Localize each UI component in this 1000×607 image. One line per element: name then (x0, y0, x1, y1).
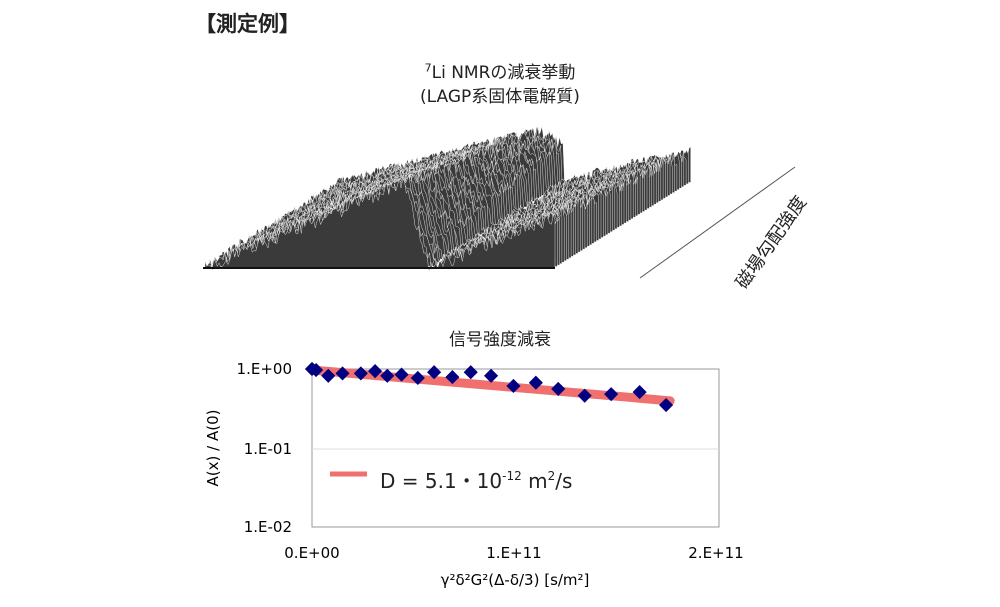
data-point (659, 397, 674, 413)
legend-main: D = 5.1・10 (380, 469, 502, 493)
nmr-title-line1: Li NMRの減衰挙動 (431, 63, 576, 83)
data-point (632, 385, 647, 400)
data-point (427, 365, 442, 380)
nmr-title: 7Li NMRの減衰挙動 (300, 58, 700, 83)
legend-unit: m (522, 469, 548, 493)
x-tick-label: 2.E+11 (688, 544, 743, 562)
data-point (463, 365, 478, 380)
legend-exp: -12 (502, 469, 522, 483)
data-points (304, 361, 674, 413)
nmr-spectrum-trace (204, 178, 556, 273)
y-tick-label: 1.E-02 (244, 518, 292, 536)
legend-label: D = 5.1・10-12 m2/s (380, 469, 572, 493)
x-axis-label: γ²δ²G²(Δ-δ/3) [s/m²] (441, 571, 590, 589)
nmr-spectra (203, 125, 691, 273)
data-point (445, 370, 460, 385)
x-tick-label: 1.E+11 (486, 544, 541, 562)
data-point (577, 388, 592, 403)
chart-title: 信号強度減衰 (449, 330, 551, 350)
nmr-title-sup: 7 (424, 61, 432, 75)
data-point (528, 375, 543, 390)
data-point (551, 381, 566, 396)
y-tick-label: 1.E+00 (237, 360, 292, 378)
nmr-subtitle: (LAGP系固体電解質) (420, 87, 580, 107)
data-point (380, 368, 395, 383)
data-point (321, 368, 336, 383)
data-point (353, 366, 368, 381)
data-point (308, 362, 324, 378)
data-point (394, 367, 409, 382)
y-axis-label: A(x) / A(0) (204, 410, 222, 487)
section-heading: 【測定例】 (195, 12, 300, 36)
data-point (335, 366, 350, 381)
legend-tail: /s (555, 469, 572, 493)
x-tick-label: 0.E+00 (284, 544, 339, 562)
gradient-axis-line (639, 166, 796, 279)
data-point (368, 364, 383, 379)
y-tick-label: 1.E-01 (244, 440, 292, 458)
data-point (484, 368, 499, 383)
data-point (604, 387, 619, 402)
data-point (410, 370, 425, 386)
plot-area (311, 368, 720, 528)
legend-unit-exp: 2 (548, 469, 556, 483)
